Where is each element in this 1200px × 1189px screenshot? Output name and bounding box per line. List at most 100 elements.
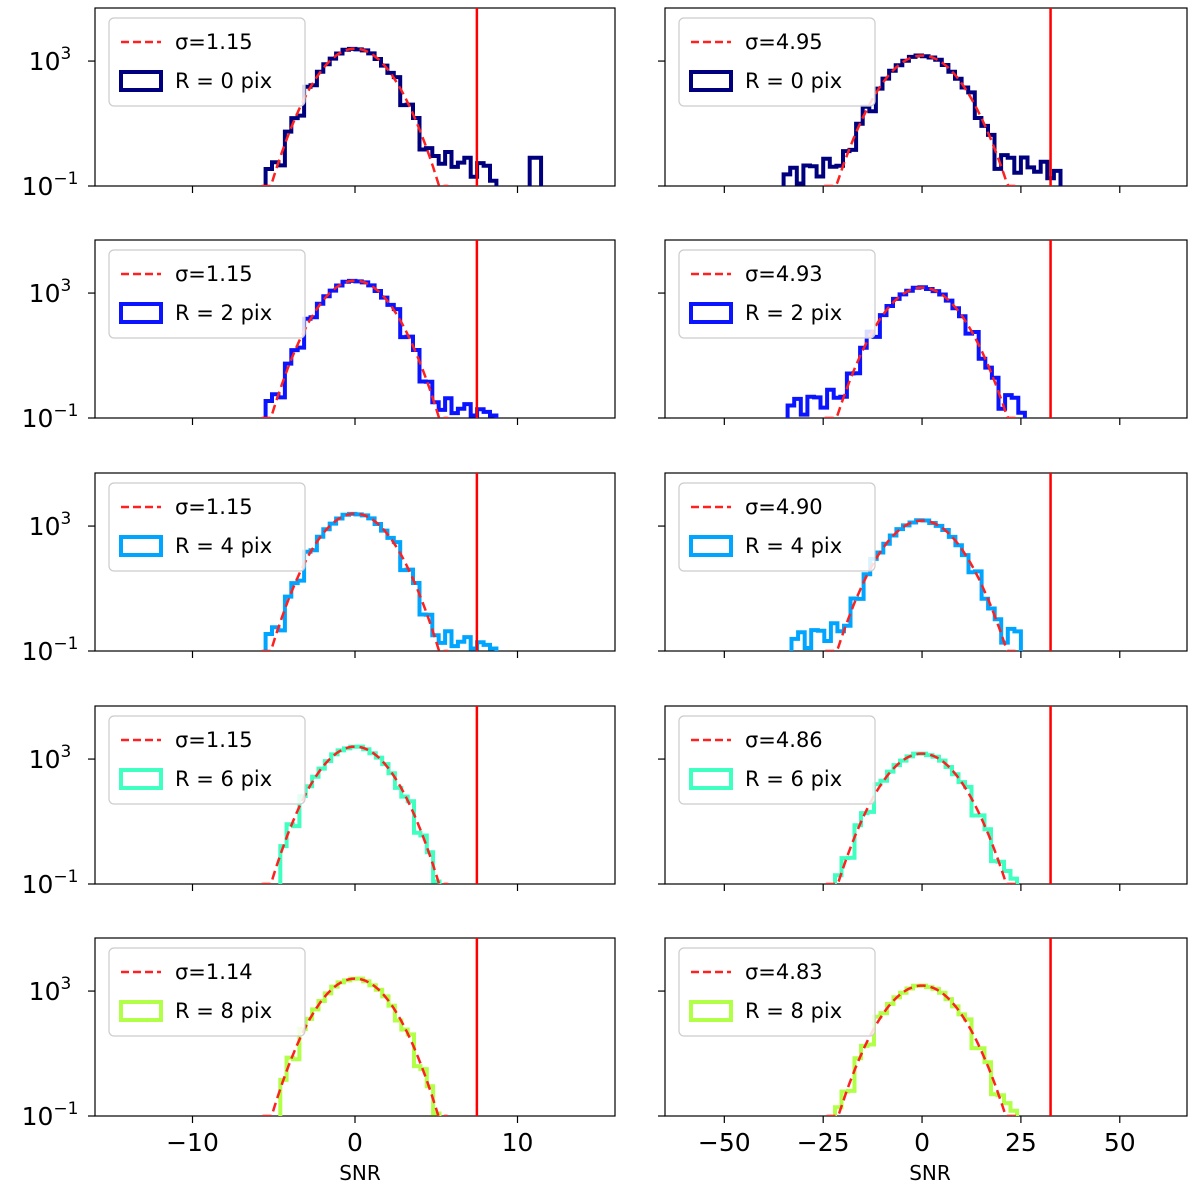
- x-tick-label: −25: [797, 1128, 850, 1157]
- legend-hist-swatch: [689, 535, 733, 557]
- x-tick-label: 10: [502, 1128, 534, 1157]
- y-tick-label: 103: [29, 742, 72, 774]
- legend: σ=1.14 R = 8 pix: [108, 947, 306, 1037]
- plot-area: [785, 285, 1027, 418]
- plot-area: [262, 976, 448, 1116]
- y-tick-label: 10−1: [22, 169, 79, 201]
- legend-sigma-label: σ=1.15: [175, 30, 253, 54]
- legend-frame: [678, 947, 876, 1037]
- x-tick-label: −50: [698, 1128, 751, 1157]
- legend: σ=4.86 R = 6 pix: [678, 715, 876, 805]
- legend-frame: [108, 947, 306, 1037]
- panel-left-2: 103 10−1 σ=1.15 R = 2 pix: [22, 239, 616, 433]
- gaussian-fit-line: [261, 47, 449, 186]
- y-tick-label: 103: [29, 974, 72, 1006]
- legend-series-label: R = 8 pix: [745, 999, 842, 1023]
- histogram-outlier-bin: [527, 155, 544, 186]
- legend-hist-swatch: [689, 70, 733, 92]
- legend-series-label: R = 8 pix: [175, 999, 272, 1023]
- legend-sigma-label: σ=4.95: [745, 30, 823, 54]
- gaussian-fit-line: [824, 286, 1020, 418]
- legend-hist-swatch: [119, 1000, 163, 1022]
- legend: σ=1.15 R = 0 pix: [108, 17, 306, 107]
- legend-frame: [108, 17, 306, 107]
- legend-sigma-label: σ=1.15: [175, 495, 253, 519]
- legend: σ=4.93 R = 2 pix: [678, 249, 876, 339]
- legend-sigma-label: σ=4.86: [745, 728, 823, 752]
- legend-hist-swatch: [689, 302, 733, 324]
- y-tick-label: 10−1: [22, 401, 79, 433]
- legend-sigma-label: σ=4.93: [745, 262, 823, 286]
- panel-left-3: 103 10−1 σ=1.15 R = 4 pix: [22, 472, 616, 666]
- legend-sigma-label: σ=4.90: [745, 495, 823, 519]
- y-tick-label: 10−1: [22, 867, 79, 899]
- plot-area: [261, 511, 499, 651]
- plot-area: [781, 53, 1063, 186]
- histogram-step: [833, 751, 1019, 884]
- gaussian-fit-line: [824, 54, 1020, 186]
- legend-series-label: R = 6 pix: [175, 767, 272, 791]
- plot-area: [826, 983, 1019, 1116]
- legend-frame: [108, 715, 306, 805]
- legend-series-label: R = 0 pix: [175, 69, 272, 93]
- y-tick-label: 10−1: [22, 634, 79, 666]
- x-axis-label-right: SNR: [909, 1161, 951, 1185]
- gaussian-fit-line: [826, 984, 1018, 1116]
- legend: σ=1.15 R = 6 pix: [108, 715, 306, 805]
- legend: σ=4.83 R = 8 pix: [678, 947, 876, 1037]
- legend-sigma-label: σ=1.14: [175, 960, 253, 984]
- plot-area: [261, 278, 499, 418]
- legend-series-label: R = 0 pix: [745, 69, 842, 93]
- legend-frame: [678, 249, 876, 339]
- y-tick-label: 103: [29, 276, 72, 308]
- plot-area: [789, 518, 1023, 651]
- gaussian-fit-line: [826, 752, 1019, 884]
- legend: σ=4.95 R = 0 pix: [678, 17, 876, 107]
- legend-hist-swatch: [689, 768, 733, 790]
- legend: σ=4.90 R = 4 pix: [678, 482, 876, 572]
- plot-area: [826, 751, 1019, 884]
- plot-area: [261, 744, 449, 884]
- panel-right-5: −50 −25 0 25 50 σ=4.83 R = 8 pix: [658, 937, 1188, 1157]
- panel-right-2: σ=4.93 R = 2 pix: [658, 239, 1188, 425]
- gaussian-fit-line: [261, 512, 449, 651]
- legend-frame: [108, 249, 306, 339]
- x-tick-label: 25: [1005, 1128, 1037, 1157]
- legend-sigma-label: σ=4.83: [745, 960, 823, 984]
- legend-series-label: R = 4 pix: [745, 534, 842, 558]
- panel-right-1: σ=4.95 R = 0 pix: [658, 7, 1188, 193]
- legend-hist-swatch: [119, 70, 163, 92]
- plot-area: [261, 46, 544, 186]
- panel-left-5: 103 10−1 −10 0 10 σ=1.14 R = 8 pix: [22, 937, 616, 1157]
- legend-series-label: R = 6 pix: [745, 767, 842, 791]
- y-tick-label: 103: [29, 509, 72, 541]
- histogram-step: [263, 511, 499, 651]
- y-tick-label: 103: [29, 44, 72, 76]
- panel-left-1: 103 10−1 σ=1.15 R = 0 pix: [22, 7, 616, 201]
- legend-frame: [678, 715, 876, 805]
- histogram-step: [263, 46, 499, 186]
- legend-hist-swatch: [119, 535, 163, 557]
- gaussian-fit-line: [262, 977, 448, 1116]
- legend-series-label: R = 2 pix: [175, 301, 272, 325]
- legend-series-label: R = 2 pix: [745, 301, 842, 325]
- legend-frame: [678, 17, 876, 107]
- legend: σ=1.15 R = 2 pix: [108, 249, 306, 339]
- legend-sigma-label: σ=1.15: [175, 262, 253, 286]
- x-tick-label: 0: [347, 1128, 363, 1157]
- legend-sigma-label: σ=1.15: [175, 728, 253, 752]
- x-tick-label: 50: [1104, 1128, 1136, 1157]
- legend-hist-swatch: [119, 768, 163, 790]
- legend-series-label: R = 4 pix: [175, 534, 272, 558]
- legend-hist-swatch: [689, 1000, 733, 1022]
- panel-right-3: σ=4.90 R = 4 pix: [658, 472, 1188, 658]
- legend-frame: [678, 482, 876, 572]
- panel-left-4: 103 10−1 σ=1.15 R = 6 pix: [22, 705, 616, 899]
- legend: σ=1.15 R = 4 pix: [108, 482, 306, 572]
- x-tick-label: 0: [914, 1128, 930, 1157]
- x-axis-label-left: SNR: [339, 1161, 381, 1185]
- y-tick-label: 10−1: [22, 1099, 79, 1131]
- histogram-step: [263, 278, 499, 418]
